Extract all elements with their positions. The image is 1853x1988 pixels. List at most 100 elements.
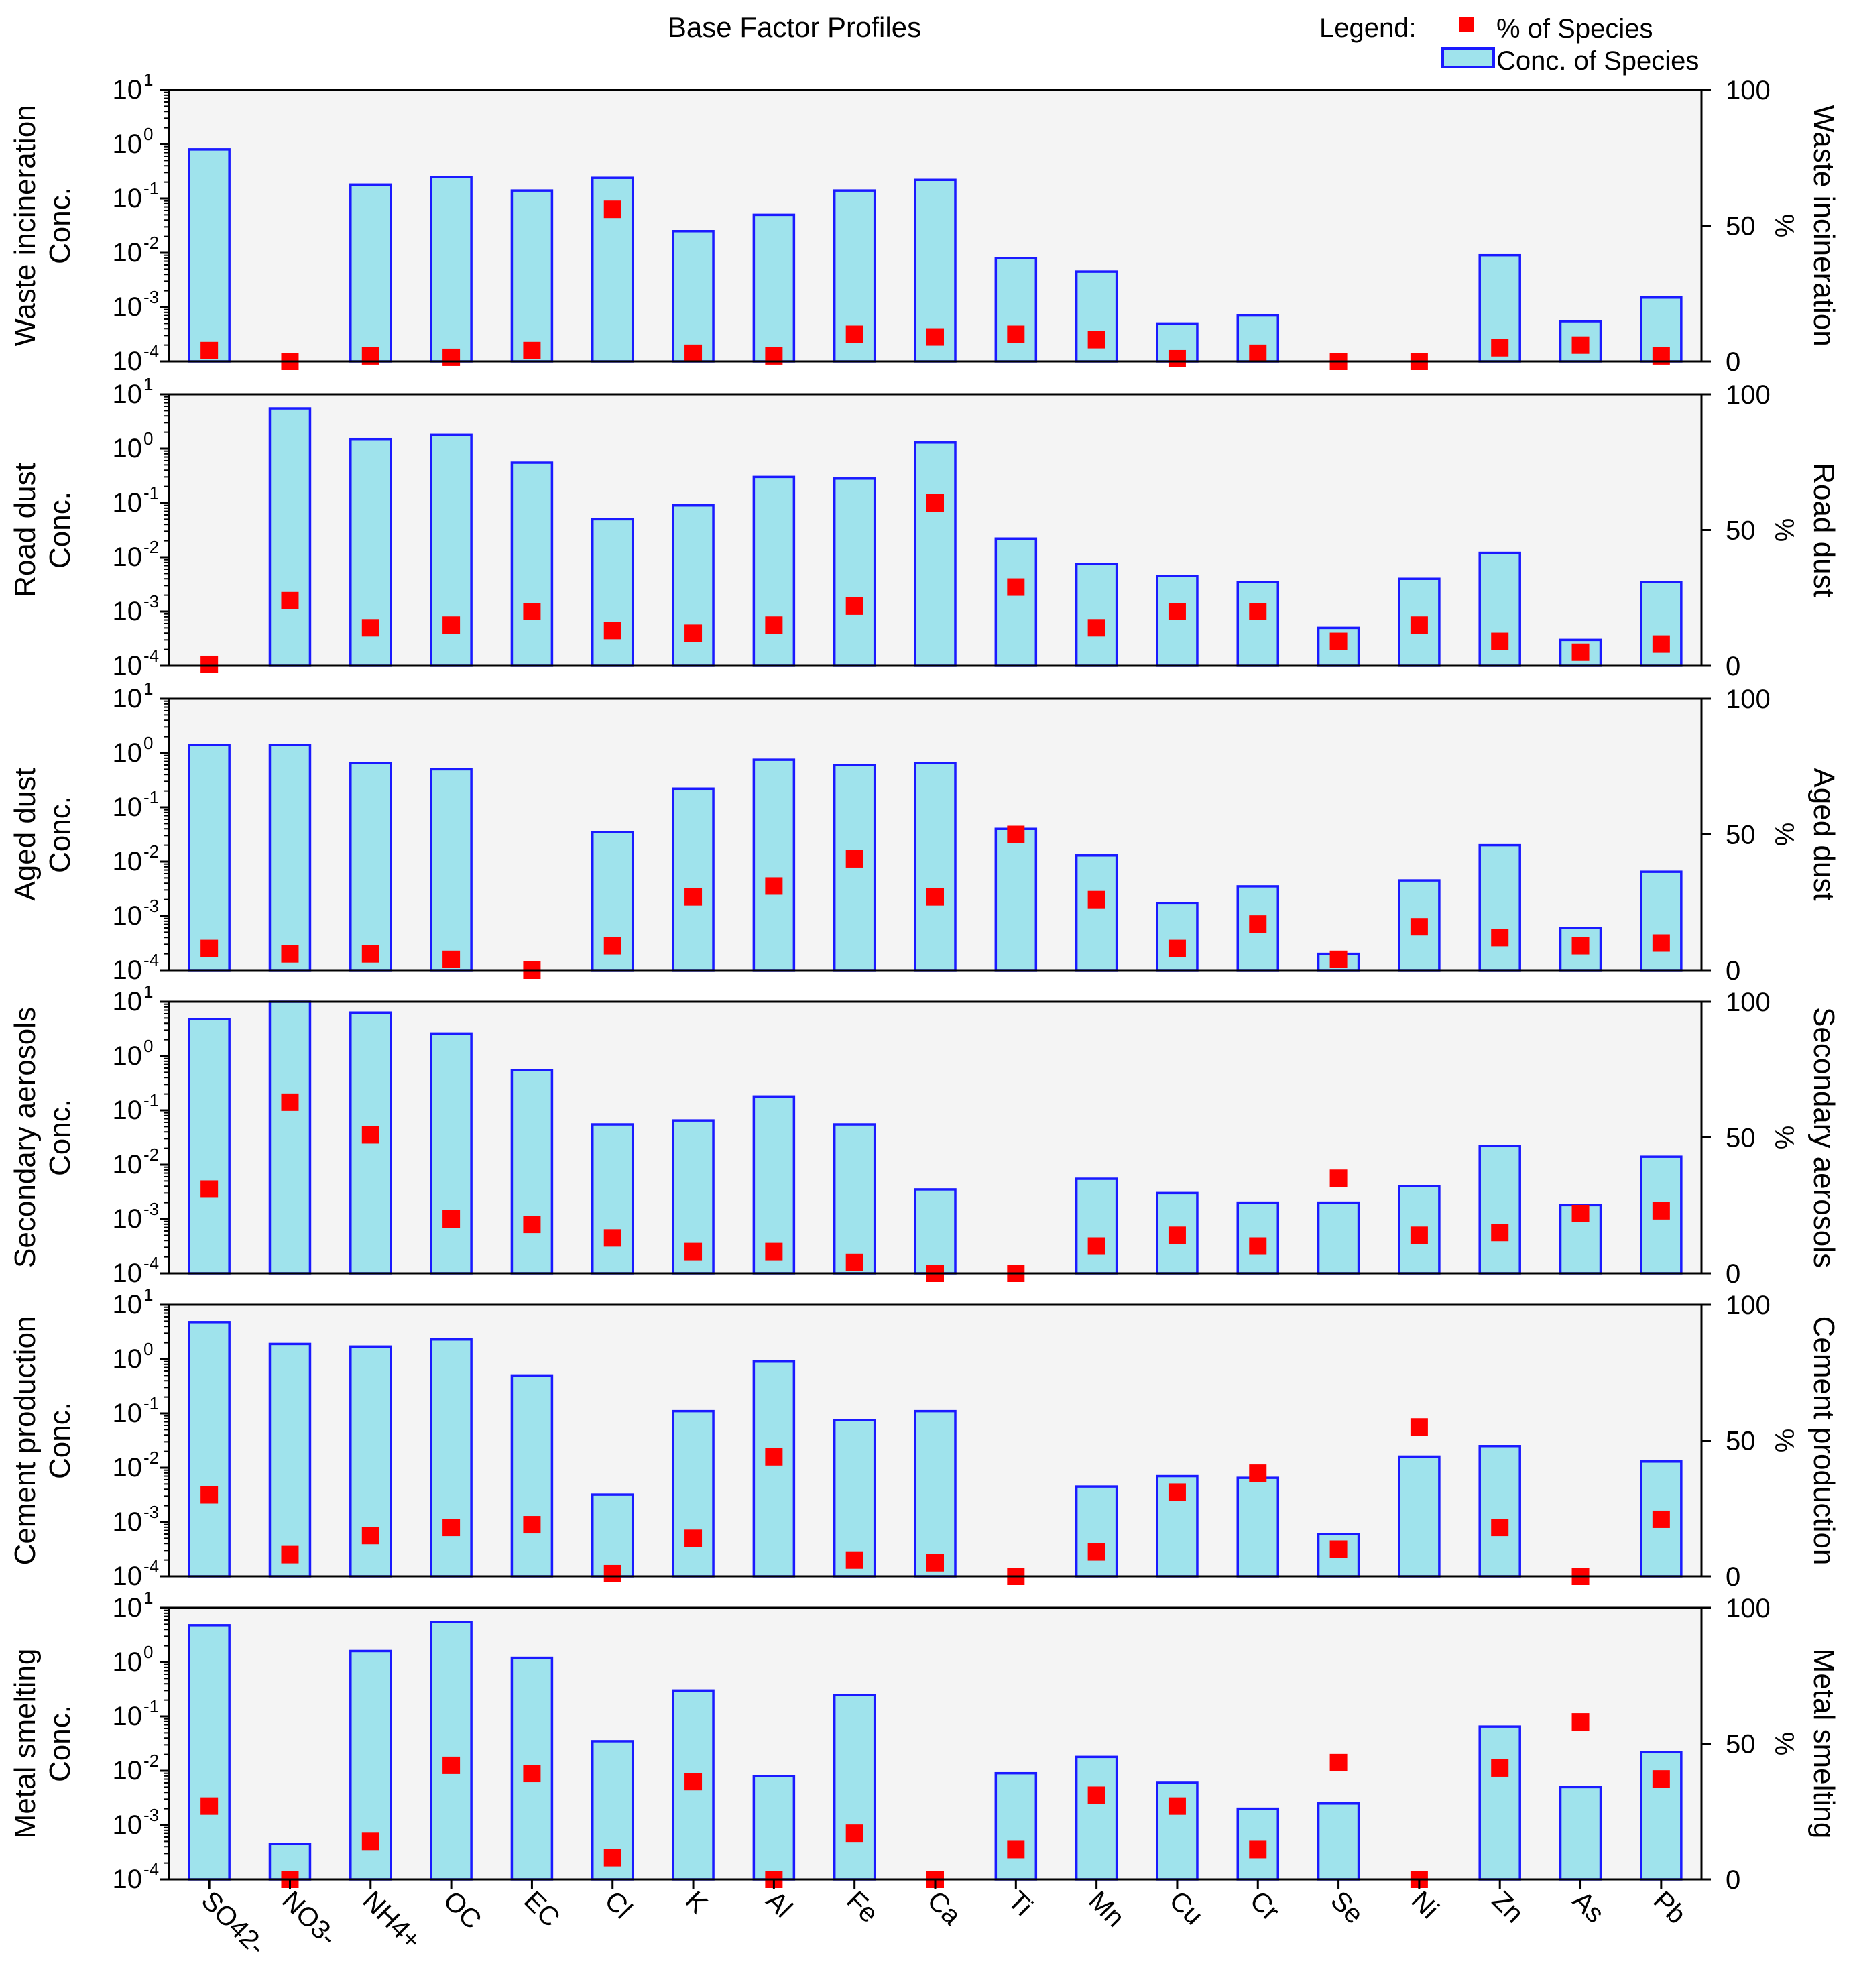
left-axis-label: Conc.	[44, 187, 76, 264]
percent-marker	[1652, 1510, 1670, 1528]
x-tick-label: Cu	[1164, 1885, 1209, 1930]
percent-marker	[442, 616, 461, 634]
conc-bar	[430, 1338, 473, 1578]
conc-bar	[1075, 854, 1118, 972]
right-tick-label: 50	[1726, 516, 1756, 546]
conc-bar	[188, 1624, 231, 1881]
left-tick-label: 10	[113, 651, 143, 681]
left-tick-exponent: -4	[143, 1556, 159, 1576]
percent-marker	[845, 1824, 863, 1843]
x-tick-label: Ti	[1002, 1885, 1038, 1922]
percent-marker	[1168, 939, 1186, 957]
percent-marker	[1491, 1519, 1509, 1537]
left-tick-label: 10	[113, 1041, 143, 1071]
left-tick-exponent: 1	[143, 679, 153, 699]
left-tick-exponent: -1	[143, 787, 159, 807]
percent-marker	[200, 1486, 219, 1504]
x-tick-label: NH4+	[357, 1885, 426, 1955]
conc-bar	[430, 176, 473, 363]
conc-bar	[1075, 563, 1118, 667]
conc-bar	[1236, 885, 1280, 972]
left-tick-exponent: -4	[143, 646, 159, 666]
panel-name-left: Metal smelting	[9, 1649, 42, 1839]
percent-marker	[1491, 1759, 1509, 1777]
left-tick-label: 10	[113, 955, 143, 985]
conc-bar	[914, 441, 957, 667]
right-tick-label: 50	[1726, 1124, 1756, 1153]
percent-marker	[926, 494, 944, 512]
left-tick-exponent: -2	[143, 1448, 159, 1468]
x-tick-label: Pb	[1647, 1885, 1691, 1930]
conc-bar	[1075, 1177, 1118, 1275]
percent-marker	[1329, 1169, 1348, 1187]
conc-bar	[188, 1018, 231, 1275]
left-tick-label: 10	[113, 129, 143, 159]
percent-marker	[684, 888, 703, 906]
left-tick-label: 10	[113, 1647, 143, 1677]
left-axis-label: Conc.	[44, 1705, 76, 1782]
percent-marker	[1168, 1483, 1186, 1501]
percent-marker	[684, 1242, 703, 1261]
left-axis-label: Conc.	[44, 1099, 76, 1176]
left-tick-exponent: 1	[143, 70, 153, 90]
left-tick-label: 10	[113, 847, 143, 876]
x-tick-label: Al	[760, 1885, 798, 1923]
percent-marker	[1249, 1464, 1267, 1482]
percent-marker	[281, 1093, 299, 1111]
left-tick-label: 10	[113, 1344, 143, 1374]
conc-bar	[510, 461, 554, 667]
percent-marker	[1087, 1237, 1105, 1255]
conc-bar	[914, 1188, 957, 1275]
left-tick-label: 10	[113, 238, 143, 268]
percent-marker	[684, 1773, 703, 1791]
percent-marker	[1652, 1202, 1670, 1220]
percent-marker	[1329, 632, 1348, 650]
left-tick-exponent: -2	[143, 841, 159, 862]
right-tick-label: 100	[1726, 685, 1771, 714]
conc-bar	[268, 1000, 312, 1275]
right-axis-label: %	[1769, 823, 1799, 847]
percent-marker	[1329, 950, 1348, 968]
percent-marker	[845, 597, 863, 615]
percent-marker	[603, 200, 621, 219]
right-tick-label: 100	[1726, 380, 1771, 410]
conc-bar	[672, 787, 715, 972]
left-tick-label: 10	[113, 684, 143, 713]
percent-marker	[1571, 1713, 1590, 1731]
percent-marker	[1329, 1753, 1348, 1771]
conc-bar	[752, 1775, 796, 1881]
percent-marker	[1168, 1226, 1186, 1244]
x-tick-label: OC	[438, 1885, 487, 1935]
right-axis-label: %	[1769, 518, 1799, 542]
percent-marker	[1571, 336, 1590, 354]
percent-marker	[442, 348, 461, 366]
conc-bar	[1398, 1455, 1441, 1578]
percent-marker	[1410, 1226, 1428, 1244]
right-tick-label: 0	[1726, 1259, 1740, 1289]
percent-marker	[361, 619, 379, 637]
percent-marker	[1329, 1540, 1348, 1558]
left-tick-label: 10	[113, 75, 143, 105]
conc-bar	[1156, 902, 1199, 972]
conc-bar	[188, 1321, 231, 1578]
conc-bar	[188, 744, 231, 972]
plot-area	[169, 1608, 1701, 1879]
conc-bar	[833, 764, 876, 972]
conc-bar	[268, 407, 312, 667]
percent-marker	[1571, 937, 1590, 955]
percent-marker	[603, 1564, 621, 1582]
left-tick-exponent: -4	[143, 950, 159, 970]
left-tick-exponent: 1	[143, 1588, 153, 1608]
percent-marker	[281, 945, 299, 963]
x-tick-label: Fe	[841, 1885, 884, 1928]
conc-bar	[1640, 870, 1683, 972]
conc-bar	[1317, 1802, 1360, 1881]
percent-marker	[1410, 616, 1428, 634]
conc-bar	[994, 257, 1038, 363]
percent-marker	[1571, 1204, 1590, 1222]
conc-bar	[1075, 1485, 1118, 1578]
left-tick-exponent: -4	[143, 1253, 159, 1273]
percent-marker	[926, 888, 944, 906]
